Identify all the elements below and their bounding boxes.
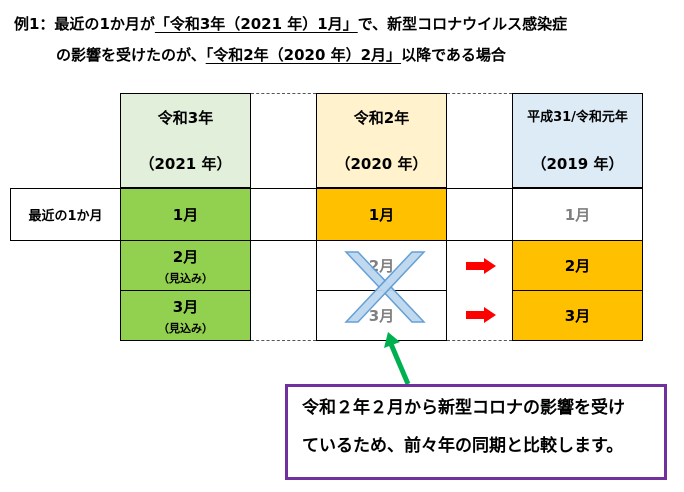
cell-2021-jan: 1月 <box>120 188 251 241</box>
right-arrow-icon <box>466 258 496 274</box>
right-arrow-icon <box>466 307 496 323</box>
dashed-line-top-2 <box>447 93 512 94</box>
cell-value: 3月 <box>172 297 199 316</box>
dashed-line-top-1 <box>251 93 316 94</box>
cell-2021-feb: 2月 （見込み） <box>120 240 251 291</box>
cell-2021-mar: 3月 （見込み） <box>120 290 251 341</box>
cell-2019-jan: 1月 <box>512 188 643 241</box>
cell-note: （見込み） <box>158 271 213 285</box>
header-line-1-highlight: 「令和3年（2021 年）1月」 <box>154 15 358 33</box>
column-header-era: 令和2年 <box>353 108 410 127</box>
row-label-recent-month: 最近の1か月 <box>10 188 121 241</box>
dashed-line-bottom-1 <box>251 340 316 341</box>
callout-line-2: ているため、前々年の同期と比較します。 <box>302 436 624 456</box>
column-header-2019: 平成31/令和元年 （2019 年） <box>512 93 643 188</box>
column-header-year: （2019 年） <box>531 154 624 173</box>
column-header-2020: 令和2年 （2020 年） <box>316 93 447 188</box>
header-line-2-prefix: の影響を受けたのが、 <box>56 46 206 64</box>
gap-cell <box>446 188 513 241</box>
header-line-1-suffix: で、新型コロナウイルス感染症 <box>357 15 568 33</box>
cell-value: 2月 <box>172 247 199 266</box>
header-line-2-highlight: 「令和2年（2020 年）2月」 <box>205 46 402 64</box>
header-line-2: の影響を受けたのが、「令和2年（2020 年）2月」以降である場合 <box>56 45 506 65</box>
column-header-era: 平成31/令和元年 <box>527 109 628 125</box>
column-header-year: （2020 年） <box>335 154 428 173</box>
cross-out-icon <box>344 251 426 323</box>
header-line-1: 例1：最近の1か月が「令和3年（2021 年）1月」で、新型コロナウイルス感染症 <box>14 14 567 34</box>
column-header-2021: 令和3年 （2021 年） <box>120 93 251 188</box>
cell-value: 3月 <box>564 307 591 325</box>
dashed-line-bottom-2 <box>447 340 512 341</box>
cell-2019-mar: 3月 <box>512 290 643 341</box>
cell-note: （見込み） <box>158 321 213 335</box>
cell-value: 3月 <box>368 307 395 325</box>
cell-value: 1月 <box>368 206 395 224</box>
cell-2019-feb: 2月 <box>512 240 643 291</box>
header-line-1-prefix: 例1：最近の1か月が <box>14 15 155 33</box>
column-header-era: 令和3年 <box>157 108 214 127</box>
column-header-year: （2021 年） <box>139 154 232 173</box>
header-line-2-suffix: 以降である場合 <box>401 46 506 64</box>
callout-line-1: 令和２年２月から新型コロナの影響を受け <box>302 398 625 418</box>
pointer-arrow-icon <box>384 332 411 385</box>
cell-value: 1月 <box>564 206 591 224</box>
cell-value: 2月 <box>564 257 591 275</box>
gap-cell <box>250 188 317 241</box>
row-label-text: 最近の1か月 <box>28 209 103 224</box>
cell-value: 1月 <box>172 206 199 224</box>
cell-2020-jan: 1月 <box>316 188 447 241</box>
callout-box: 令和２年２月から新型コロナの影響を受け ているため、前々年の同期と比較します。 <box>285 384 667 480</box>
